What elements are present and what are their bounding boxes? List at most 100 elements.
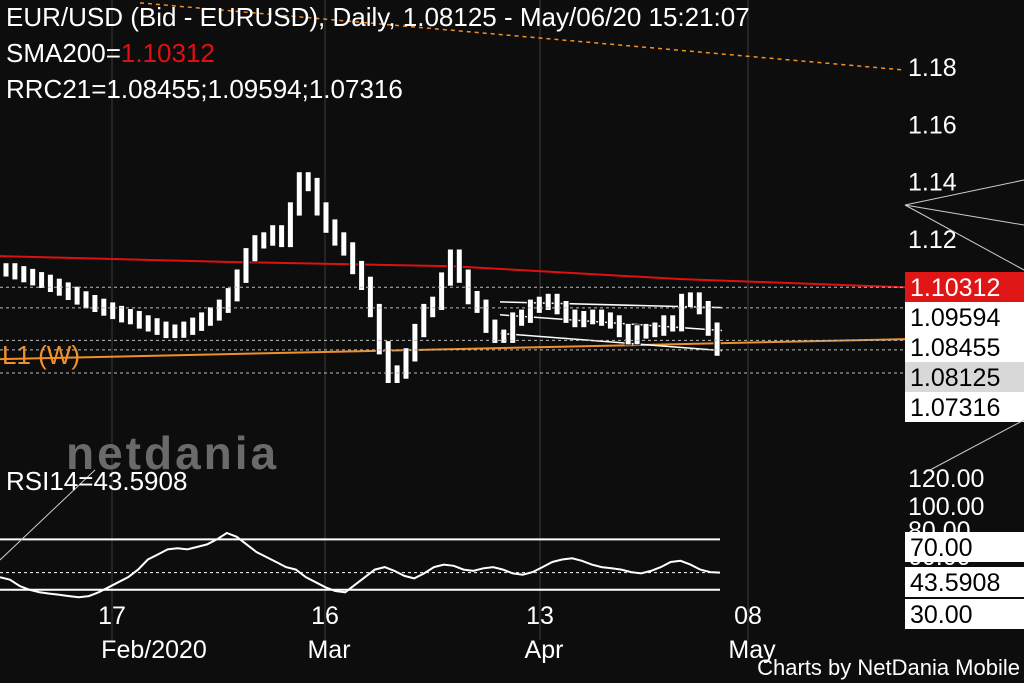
price-bar (189, 316, 197, 336)
price-bar (429, 295, 437, 319)
price-tag-label: 1.08455 (910, 334, 1000, 362)
price-bar (375, 302, 383, 356)
price-bar (224, 287, 232, 314)
x-tick-sublabel: Mar (307, 636, 350, 664)
rsi-tag-label: 70.00 (910, 534, 973, 562)
price-bar (340, 231, 348, 257)
price-bar (420, 302, 428, 339)
price-bar (215, 298, 223, 322)
price-bar (686, 291, 694, 309)
price-bar (64, 281, 72, 301)
rsi-diagonal-line-right (929, 419, 1024, 471)
rsi-tag-label: 30.00 (910, 601, 973, 629)
x-tick-sublabel: Apr (525, 636, 564, 664)
drawing-tool-lines (0, 179, 1024, 561)
price-bar (206, 306, 214, 327)
price-bar (455, 248, 463, 284)
price-bar (260, 231, 268, 250)
rsi-tick-label: 100.00 (908, 493, 984, 521)
price-bar (2, 262, 10, 278)
price-bar (171, 323, 179, 340)
price-bar (251, 234, 259, 263)
rrc-readout: RRC21=1.08455;1.09594;1.07316 (6, 74, 403, 104)
fan-line (904, 179, 1024, 206)
price-bars (2, 171, 721, 385)
price-bar (606, 311, 614, 330)
price-bar (295, 171, 303, 217)
price-bar (153, 317, 161, 336)
price-bar (331, 218, 339, 247)
rsi-path (0, 531, 721, 599)
price-bar (491, 318, 499, 344)
price-tick-label: 1.16 (908, 111, 957, 139)
price-bar (544, 292, 552, 311)
price-bar (669, 314, 677, 333)
price-bar (20, 265, 28, 284)
x-tick-label: 16 (311, 602, 339, 630)
channel-low (499, 332, 723, 352)
time-axis: 17 Feb/2020 16 Mar 13 Apr 08 May (98, 602, 776, 664)
trend-label: L1 (W) (2, 340, 80, 370)
price-bar (651, 321, 659, 339)
rsi-tag-bg (905, 532, 1024, 562)
rsi-grid (0, 538, 720, 591)
price-bar (500, 328, 508, 344)
price-bar (198, 311, 206, 332)
price-bar (598, 308, 606, 327)
rsi-tag-bg (905, 567, 1024, 597)
price-bar (286, 201, 294, 249)
price-tick-label: 1.12 (908, 226, 957, 254)
price-bar (242, 247, 250, 284)
sma-value: 1.10312 (120, 38, 215, 68)
x-tick-label: 08 (734, 602, 762, 630)
price-bar (233, 268, 241, 303)
price-bar (713, 321, 721, 357)
price-bar (473, 290, 481, 314)
price-bar (38, 271, 46, 290)
netdania-watermark: netdania (66, 427, 280, 479)
price-bar (135, 310, 143, 330)
rsi-tag-label: 43.5908 (910, 569, 1000, 597)
price-bar (624, 322, 632, 346)
price-bar (126, 308, 134, 326)
price-bar (704, 300, 712, 337)
price-bar (518, 308, 526, 327)
orange-trend-line (0, 338, 906, 361)
price-bar (393, 364, 401, 384)
price-bar (313, 176, 321, 217)
sma-readout: SMA200=1.10312 (6, 38, 215, 69)
price-bar (553, 292, 561, 316)
price-tag-bg (905, 272, 1024, 302)
price-bar (695, 291, 703, 316)
price-bar (11, 262, 19, 281)
price-bar (384, 340, 392, 385)
rsi-line (0, 531, 721, 599)
price-bar (29, 267, 37, 287)
price-bar (304, 171, 312, 193)
x-tick-label: 17 (98, 602, 126, 630)
price-bar (358, 259, 366, 291)
price-bar (278, 224, 286, 249)
price-tick-label: 1.14 (908, 169, 957, 197)
price-bar (660, 314, 668, 337)
price-tag-label: 1.08125 (910, 364, 1000, 392)
x-tick-label: 13 (526, 602, 554, 630)
price-bar (144, 314, 152, 333)
chart-title: EUR/USD (Bid - EURUSD), Daily, 1.08125 -… (6, 2, 750, 32)
price-tag-bg (905, 392, 1024, 422)
price-bar (589, 308, 597, 326)
price-bar (162, 320, 170, 340)
price-bar (580, 310, 588, 329)
fan-line (904, 204, 1024, 271)
price-bar (482, 298, 490, 334)
rsi-tag-bg (905, 599, 1024, 629)
x-tick-sublabel: Feb/2020 (101, 636, 207, 664)
price-bar (366, 275, 374, 319)
price-axis: 1.18 1.16 1.14 1.12 (908, 54, 957, 254)
rsi-diagonal-line (0, 469, 96, 561)
price-tag-bg (905, 362, 1024, 392)
price-tag-label: 1.09594 (910, 304, 1000, 332)
